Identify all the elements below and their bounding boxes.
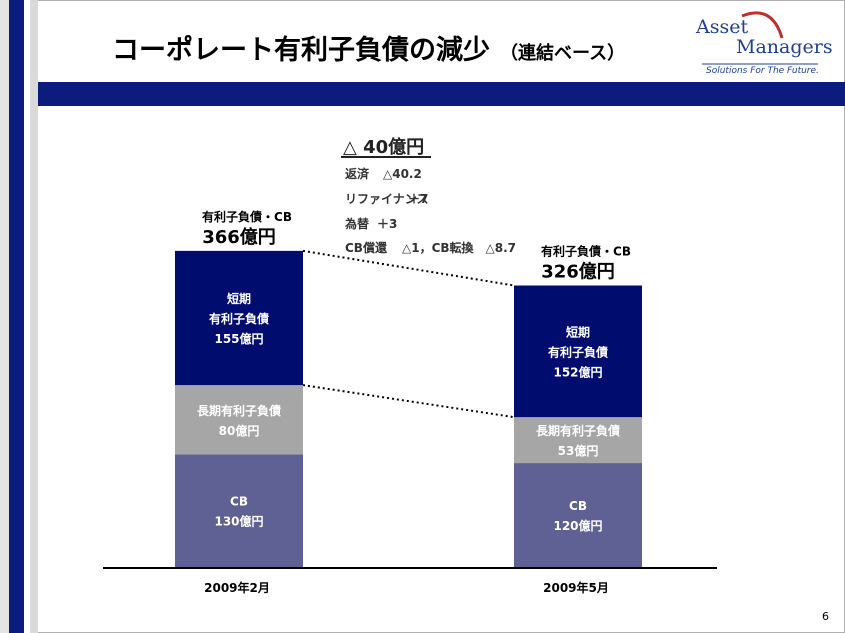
x-tick-label: 2009年2月 bbox=[204, 580, 270, 595]
segment-label: 短期 bbox=[227, 291, 251, 306]
segment-value-label: 155億円 bbox=[214, 331, 263, 346]
header-band bbox=[38, 82, 845, 106]
segment-label: CB bbox=[569, 499, 587, 513]
total-caption: 有利子負債・CB bbox=[541, 244, 631, 259]
bar-segment bbox=[514, 285, 642, 418]
segment-label: 有利子負債 bbox=[548, 344, 608, 359]
annotation-item-label: 為替 bbox=[345, 216, 370, 231]
x-tick-label: 2009年5月 bbox=[543, 580, 609, 595]
segment-value-label: 120億円 bbox=[553, 518, 602, 533]
slide-subtitle: （連結ベース） bbox=[500, 43, 626, 64]
segment-label: 長期有利子負債 bbox=[197, 403, 281, 418]
segment-value-label: 53億円 bbox=[558, 443, 599, 458]
segment-value-label: 130億円 bbox=[214, 514, 263, 529]
logo-swoosh-icon bbox=[702, 11, 818, 65]
change-headline: △ 40億円 bbox=[343, 136, 424, 158]
short-term-connector-line bbox=[302, 384, 515, 419]
slide-title: コーポレート有利子負債の減少 （連結ベース） bbox=[112, 28, 625, 67]
annotation-item-value: ＋3 bbox=[377, 217, 397, 231]
segment-label: CB bbox=[230, 495, 248, 509]
segment-label: 有利子負債 bbox=[209, 311, 269, 326]
logo-word-asset: Asset bbox=[696, 16, 749, 38]
total-caption: 有利子負債・CB bbox=[202, 209, 292, 224]
page-number: 6 bbox=[822, 610, 829, 623]
logo-word-managers: Managers bbox=[736, 36, 833, 58]
bar-segment bbox=[175, 385, 303, 455]
segment-value-label: 152億円 bbox=[553, 364, 602, 379]
annotation-item-value: △1，CB転換 △8.7 bbox=[402, 240, 516, 255]
bar-segment bbox=[175, 250, 303, 386]
left-edge-strip bbox=[0, 0, 9, 633]
annotation-item-value: △40.2 bbox=[383, 167, 422, 181]
segment-label: 長期有利子負債 bbox=[536, 423, 620, 438]
bar-segment bbox=[514, 417, 642, 464]
left-navy-strip bbox=[9, 0, 24, 633]
annotation-item-label: リファイナンス bbox=[345, 192, 429, 206]
annotation-item-label: 返済 bbox=[345, 166, 370, 181]
company-logo: Asset Managers Solutions For The Future. bbox=[690, 10, 833, 80]
segment-value-label: 80億円 bbox=[219, 423, 260, 438]
segment-label: 短期 bbox=[566, 324, 590, 339]
slide-title-text: コーポレート有利子負債の減少 bbox=[112, 35, 490, 66]
annotation-item-label: CB償還 bbox=[345, 240, 388, 255]
total-connector-line bbox=[302, 249, 515, 287]
bar-segment bbox=[514, 463, 642, 567]
bar-segment bbox=[175, 454, 303, 567]
total-value-label: 366億円 bbox=[202, 226, 276, 248]
left-gap-strip bbox=[24, 0, 30, 633]
annotation-item-value: ＋7 bbox=[408, 192, 428, 206]
total-value-label: 326億円 bbox=[541, 261, 615, 283]
left-grey-strip bbox=[30, 0, 38, 633]
logo-tagline: Solutions For The Future. bbox=[706, 66, 819, 76]
